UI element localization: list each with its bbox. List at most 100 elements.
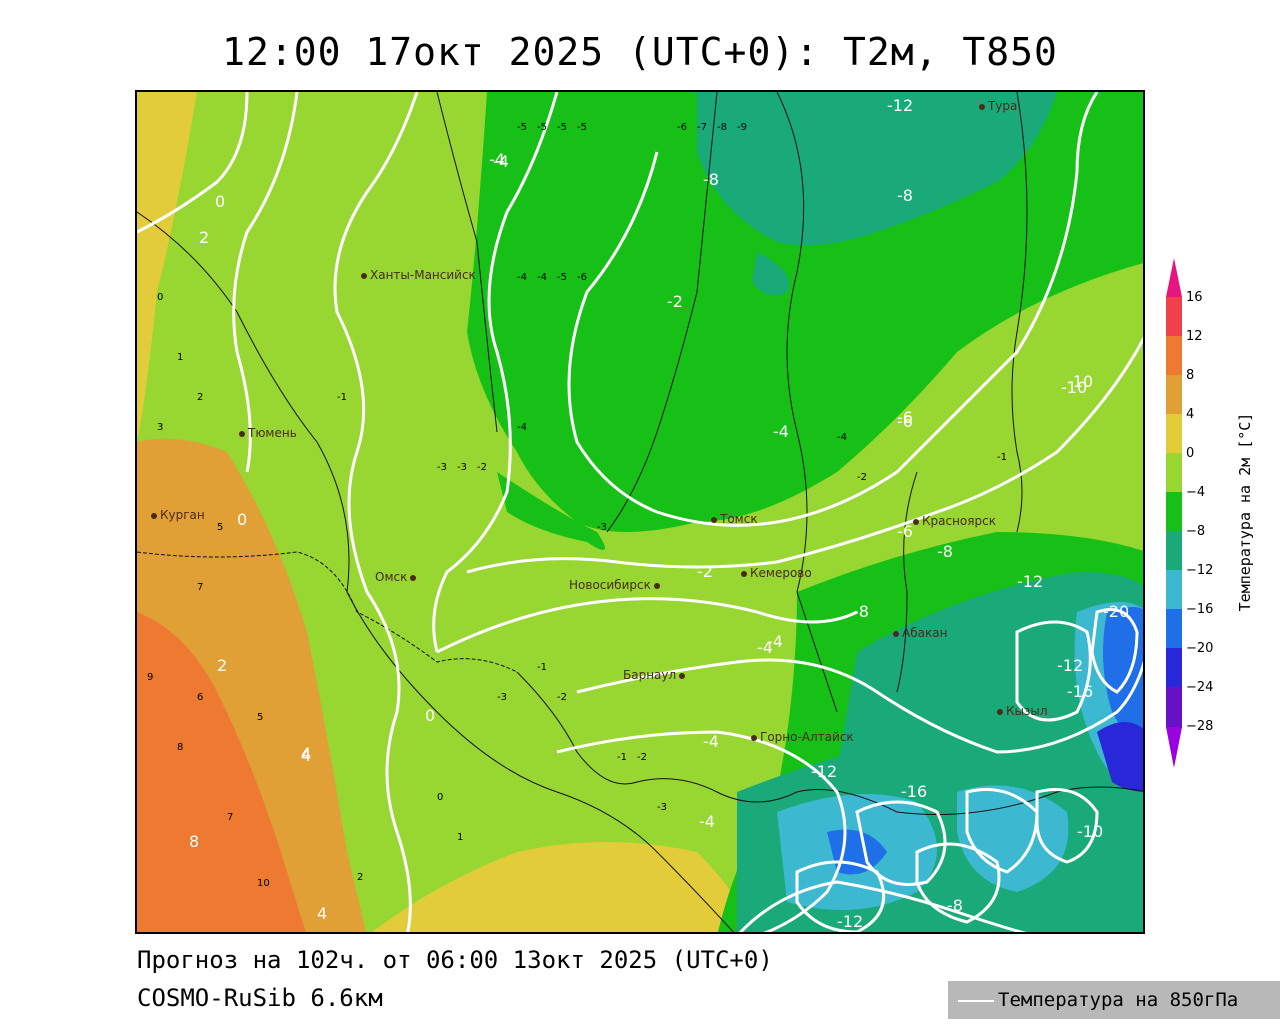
city-marker[interactable]: Горно-Алтайск xyxy=(751,730,854,744)
t850-label: -12 xyxy=(1057,656,1084,675)
city-marker[interactable]: Новосибирск xyxy=(569,578,663,592)
t2-label: -5 xyxy=(557,272,567,283)
t850-label: -2 xyxy=(697,562,713,581)
city-dot-icon xyxy=(239,430,245,437)
t850-label: 0 xyxy=(215,192,226,211)
colorbar-tick: −24 xyxy=(1186,680,1214,695)
t2-label: 2 xyxy=(357,872,364,883)
t850-label: -6 xyxy=(897,408,913,427)
t2-label: 0 xyxy=(437,792,444,803)
city-dot-icon xyxy=(361,272,367,279)
t850-label: -16 xyxy=(901,782,928,801)
t850-label: -4 xyxy=(489,150,505,169)
t850-label: -8 xyxy=(853,602,869,621)
t2-label: 1 xyxy=(457,832,464,843)
t2-label: -3 xyxy=(437,462,447,473)
city-marker[interactable]: Ханты-Мансийск xyxy=(361,268,476,282)
t2-label: 9 xyxy=(147,672,154,683)
legend-label: Температура на 850гПа xyxy=(998,989,1239,1011)
t2-label: -1 xyxy=(337,392,347,403)
t850-label: 0 xyxy=(237,510,248,529)
t2-label: 1 xyxy=(177,352,184,363)
t850-label: -8 xyxy=(703,170,719,189)
t850-label: -6 xyxy=(897,412,913,431)
t850-label: 2 xyxy=(199,228,210,247)
city-name: Томск xyxy=(720,512,758,526)
t850-label: -6 xyxy=(897,522,913,541)
legend-line-icon xyxy=(958,1000,994,1002)
t2-label: -7 xyxy=(697,122,707,133)
t2-label: 0 xyxy=(157,292,164,303)
t850-label: 2 xyxy=(217,656,228,675)
t850-label: -4 xyxy=(493,152,509,171)
t850-label: -10 xyxy=(1061,378,1088,397)
city-marker[interactable]: Омск xyxy=(375,570,419,584)
colorbar-tick: 0 xyxy=(1186,446,1195,461)
city-marker[interactable]: Барнаул xyxy=(623,668,688,682)
t2-label: -1 xyxy=(997,452,1007,463)
colorbar-tick: −28 xyxy=(1186,719,1214,734)
city-marker[interactable]: Тура xyxy=(979,99,1017,113)
t2-label: -6 xyxy=(577,272,587,283)
t2-label: -9 xyxy=(737,122,747,133)
t850-label: -8 xyxy=(897,186,913,205)
t2-label: -5 xyxy=(517,122,527,133)
city-marker[interactable]: Абакан xyxy=(893,626,947,640)
city-marker[interactable]: Красноярск xyxy=(913,514,996,528)
city-name: Кызыл xyxy=(1006,704,1048,718)
t2-label: -2 xyxy=(477,462,487,473)
city-name: Кемерово xyxy=(750,566,812,580)
city-name: Новосибирск xyxy=(569,578,651,592)
city-dot-icon xyxy=(653,582,660,589)
city-dot-icon xyxy=(913,518,919,525)
colorbar-tick: −20 xyxy=(1186,641,1214,656)
colorbar-tick: −4 xyxy=(1186,485,1206,500)
colorbar-tick: −16 xyxy=(1186,602,1214,617)
city-dot-icon xyxy=(751,734,757,741)
t850-label: 4 xyxy=(301,746,312,765)
t850-label: -16 xyxy=(1067,682,1094,701)
t850-label: -4 xyxy=(767,632,783,651)
temperature-map[interactable]: -12 -8 -4 -2 0 0 0 2 2 4 -4 -6 -8 -10 -1… xyxy=(135,90,1145,934)
city-dot-icon xyxy=(893,630,899,637)
t2-label: -5 xyxy=(557,122,567,133)
t850-legend: Температура на 850гПа xyxy=(948,981,1280,1019)
city-dot-icon xyxy=(997,708,1003,715)
city-dot-icon xyxy=(741,570,747,577)
city-name: Омск xyxy=(375,570,408,584)
t2-label: -5 xyxy=(577,122,587,133)
t2-label: 7 xyxy=(197,582,204,593)
t850-label: -12 xyxy=(837,912,864,931)
t2-label: 3 xyxy=(157,422,164,433)
city-marker[interactable]: Кемерово xyxy=(741,566,812,580)
t2-label: -2 xyxy=(857,472,867,483)
t2-label: 7 xyxy=(227,812,234,823)
t850-label: 4 xyxy=(317,904,328,923)
t2-label: -4 xyxy=(517,422,527,433)
map-title: 12:00 17окт 2025 (UTC+0): T2м, T850 xyxy=(222,30,1058,74)
city-marker[interactable]: Кызыл xyxy=(997,704,1048,718)
t850-label: -8 xyxy=(947,896,963,915)
t850-label: -10 xyxy=(1077,822,1104,841)
city-name: Абакан xyxy=(902,626,948,640)
t2-label: 5 xyxy=(257,712,264,723)
t2-label: 10 xyxy=(257,878,270,889)
colorbar-tick: 12 xyxy=(1186,329,1203,344)
temperature-field xyxy=(137,92,1143,932)
t850-label: -8 xyxy=(937,542,953,561)
t2-label: 8 xyxy=(177,742,184,753)
t2-label: -4 xyxy=(517,272,527,283)
t2-label: -5 xyxy=(537,122,547,133)
t850-label: -12 xyxy=(811,762,838,781)
city-dot-icon xyxy=(679,672,686,679)
colorbar-tick: 4 xyxy=(1186,407,1195,422)
city-marker[interactable]: Томск xyxy=(711,512,758,526)
city-marker[interactable]: Курган xyxy=(151,508,205,522)
city-marker[interactable]: Тюмень xyxy=(239,426,297,440)
t850-label: -4 xyxy=(699,812,715,831)
t850-label: -12 xyxy=(1017,572,1044,591)
city-name: Тура xyxy=(988,99,1018,113)
city-name: Ханты-Мансийск xyxy=(370,268,476,282)
t2-label: -3 xyxy=(497,692,507,703)
t850-label: -12 xyxy=(887,96,914,115)
